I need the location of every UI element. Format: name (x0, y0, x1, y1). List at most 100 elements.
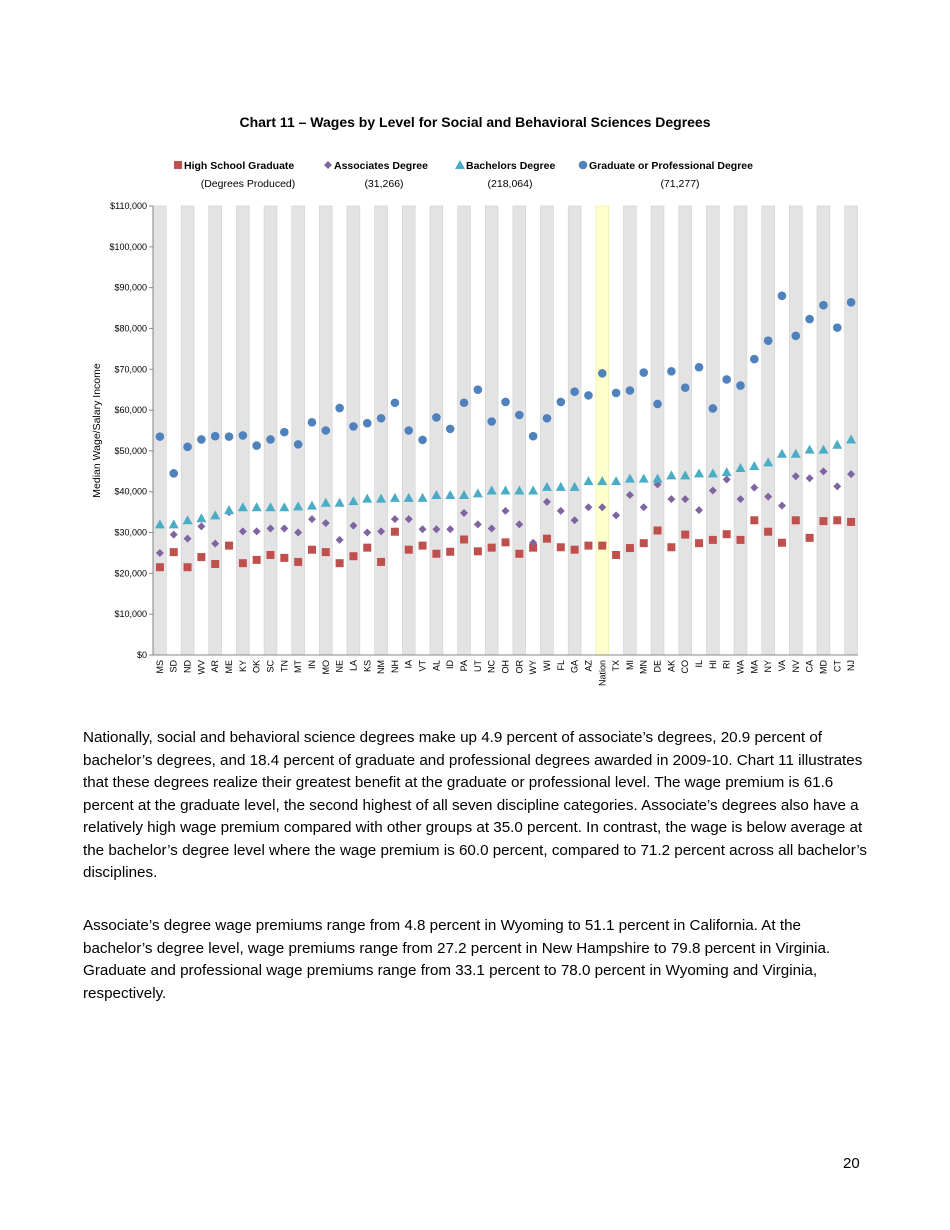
data-point-circle (819, 300, 828, 310)
data-point-circle (653, 399, 662, 409)
data-point-square (418, 541, 427, 550)
data-point-diamond (363, 528, 372, 537)
x-tick-label: ND (183, 660, 193, 673)
legend-label: Bachelors Degree (466, 160, 555, 172)
data-point-diamond (639, 503, 648, 512)
data-point-circle (432, 413, 441, 422)
data-point-circle (846, 298, 856, 307)
data-point-diamond (404, 515, 413, 524)
data-point-diamond (501, 506, 510, 515)
data-point-triangle (376, 493, 387, 503)
data-point-square (819, 517, 828, 526)
data-point-square (584, 541, 593, 550)
data-point-square (197, 553, 206, 562)
data-point-diamond (238, 527, 247, 536)
data-point-square (667, 543, 676, 552)
data-point-triangle (680, 470, 691, 480)
data-point-triangle (818, 444, 829, 454)
data-point-triangle (154, 519, 165, 529)
y-tick-label: $40,000 (114, 487, 147, 497)
legend-marker-circle (578, 160, 588, 170)
data-point-square (570, 545, 579, 554)
data-point-circle (694, 362, 704, 372)
x-tick-label: OR (514, 659, 524, 673)
data-point-circle (791, 331, 801, 341)
x-tick-label: NH (390, 660, 400, 673)
legend-label: Graduate or Professional Degree (589, 160, 753, 172)
x-tick-label: MT (293, 660, 303, 673)
data-point-circle (667, 367, 676, 376)
data-point-square (598, 541, 607, 550)
data-point-square (777, 538, 786, 547)
x-tick-label: SD (169, 660, 179, 673)
x-tick-label: CO (680, 660, 690, 674)
data-point-square (708, 535, 717, 544)
data-point-diamond (777, 501, 786, 510)
data-point-triangle (583, 476, 594, 486)
x-tick-label: UT (473, 660, 483, 672)
data-point-triangle (776, 448, 787, 458)
category-band (844, 205, 858, 656)
data-point-diamond (211, 539, 220, 548)
data-point-triangle (320, 497, 331, 507)
data-point-circle (307, 418, 317, 427)
category-band (429, 205, 444, 656)
data-point-diamond (750, 483, 759, 492)
x-tick-label: VT (418, 660, 428, 672)
x-tick-label: NJ (846, 660, 856, 671)
data-point-square (805, 533, 814, 542)
data-point-triangle (472, 488, 483, 498)
data-point-square (625, 544, 634, 553)
data-point-diamond (335, 535, 344, 544)
data-point-diamond (487, 524, 496, 533)
data-point-diamond (252, 527, 261, 536)
data-point-triangle (445, 489, 456, 499)
category-band (457, 205, 471, 656)
data-point-triangle (652, 473, 663, 483)
data-point-square (681, 530, 690, 539)
data-point-circle (556, 397, 566, 407)
category-band (816, 205, 831, 656)
x-tick-label: NM (376, 660, 386, 674)
data-point-circle (321, 426, 331, 435)
data-point-circle (750, 354, 759, 364)
data-point-triangle (804, 444, 815, 454)
x-tick-label: IN (307, 660, 317, 669)
data-point-circle (362, 418, 372, 428)
data-point-triangle (528, 485, 539, 495)
data-point-circle (169, 469, 179, 478)
chart-title: Chart 11 – Wages by Level for Social and… (239, 114, 711, 130)
category-band (374, 205, 388, 656)
data-point-circle (335, 403, 344, 413)
x-tick-label: LA (348, 660, 358, 671)
data-point-square (349, 552, 358, 561)
data-point-diamond (736, 495, 745, 504)
data-point-circle (252, 441, 261, 450)
data-point-diamond (183, 534, 192, 543)
data-point-square (515, 549, 524, 558)
y-tick-label: $60,000 (114, 405, 147, 415)
data-point-circle (777, 291, 787, 301)
x-tick-label: HI (708, 660, 718, 669)
data-point-triangle (348, 496, 359, 506)
data-point-square (764, 527, 773, 536)
data-point-triangle (638, 473, 649, 483)
data-point-diamond (460, 508, 469, 517)
data-point-triangle (306, 500, 317, 510)
x-tick-label: MO (321, 660, 331, 675)
data-point-diamond (529, 538, 538, 547)
data-point-diamond (542, 497, 551, 506)
data-point-triangle (611, 476, 622, 486)
data-point-circle (238, 431, 248, 440)
x-tick-label: CT (832, 660, 842, 672)
data-point-square (377, 557, 386, 566)
data-point-diamond (169, 530, 178, 539)
data-point-diamond (708, 486, 717, 495)
data-point-triangle (514, 485, 525, 495)
data-point-circle (584, 391, 593, 400)
data-point-circle (832, 323, 842, 332)
category-band (733, 205, 748, 656)
data-point-circle (224, 432, 234, 441)
x-tick-label: MN (639, 660, 649, 674)
data-point-circle (611, 388, 621, 398)
